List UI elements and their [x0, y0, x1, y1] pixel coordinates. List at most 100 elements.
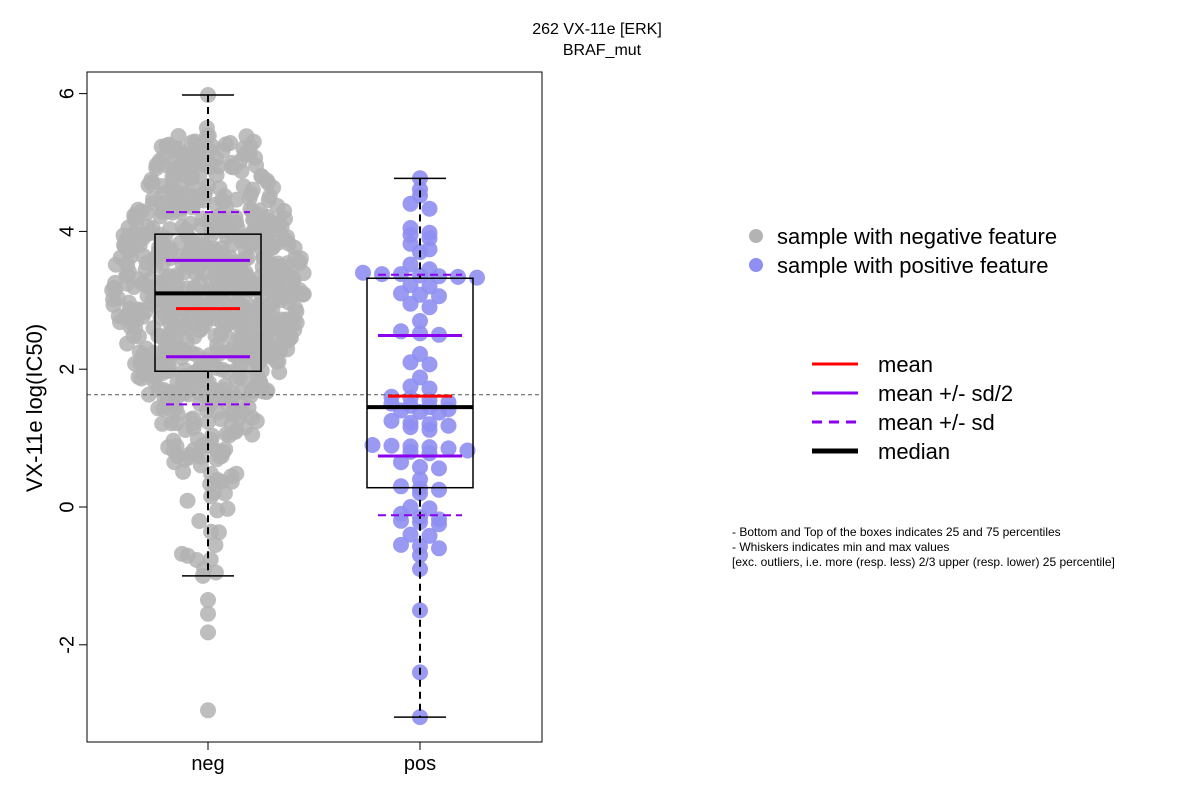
- y-axis-title: VX-11e log(IC50): [22, 324, 47, 492]
- pos-sample-point: [431, 481, 447, 498]
- chart-title-line1: 262 VX-11e [ERK]: [532, 21, 662, 38]
- pos-sample-point: [412, 313, 428, 329]
- neg-sample-point: [262, 219, 279, 235]
- neg-sample-point: [242, 201, 259, 218]
- neg-sample-point: [223, 468, 240, 485]
- neg-sample-point: [183, 240, 200, 257]
- neg-sample-point: [223, 224, 240, 240]
- pos-sample-point: [412, 325, 428, 342]
- neg-sample-point: [140, 177, 157, 194]
- neg-sample-point: [198, 120, 215, 136]
- pos-sample-point: [355, 264, 371, 281]
- pos-sample-point: [421, 299, 438, 316]
- pos-sample-point: [412, 514, 428, 531]
- neg-sample-point: [179, 492, 196, 509]
- pos-sample-point: [383, 412, 400, 429]
- neg-sample-point: [176, 264, 193, 281]
- neg-iqr-box: [154, 233, 262, 373]
- neg-sample-point: [250, 312, 267, 329]
- neg-sample-point: [196, 561, 213, 577]
- pos-sample-point: [421, 356, 438, 373]
- neg-sample-point: [211, 180, 228, 196]
- neg-sample-point: [161, 221, 178, 238]
- neg-sample-point: [217, 377, 234, 394]
- neg-sample-point: [125, 327, 142, 344]
- neg-sample-point: [154, 415, 171, 432]
- neg-sample-point: [223, 415, 240, 432]
- neg-sample-point: [244, 181, 261, 198]
- pos-sample-point: [431, 288, 447, 305]
- neg-sample-point: [171, 188, 188, 205]
- neg-sample-point: [161, 240, 178, 257]
- pos-sample-point: [364, 437, 381, 453]
- neg-sample-point: [295, 286, 312, 303]
- legend-point-marker: [749, 258, 763, 272]
- notes: - Bottom and Top of the boxes indicates …: [732, 525, 1115, 569]
- pos-sample-point: [393, 512, 409, 529]
- pos-sample-point: [393, 454, 409, 471]
- pos-sample-point: [450, 268, 466, 285]
- neg-sample-point: [177, 362, 193, 379]
- neg-sample-point: [105, 297, 122, 313]
- legend-line-label: mean +/- sd/2: [878, 381, 1013, 406]
- pos-sample-point: [402, 419, 419, 436]
- pos-sample-point: [393, 536, 409, 553]
- legend-point-label: sample with negative feature: [777, 224, 1057, 249]
- legend-line-label: median: [878, 439, 950, 464]
- neg-sample-point: [278, 311, 295, 328]
- points-layer: [104, 87, 485, 726]
- neg-sample-point: [107, 256, 124, 273]
- pos-sample-point: [421, 527, 438, 544]
- neg-sample-point: [242, 345, 258, 362]
- legend-point-marker: [749, 229, 763, 243]
- neg-sample-point: [174, 545, 190, 562]
- neg-sample-point: [203, 488, 220, 505]
- plot-frame: [86, 71, 543, 743]
- y-tick-label: 2: [56, 364, 78, 375]
- neg-sample-point: [244, 426, 261, 443]
- neg-sample-point: [188, 265, 205, 282]
- neg-sample-point: [241, 146, 258, 163]
- neg-sample-point: [169, 277, 186, 294]
- pos-sample-point: [421, 380, 438, 397]
- neg-sample-point: [135, 248, 152, 264]
- pos-sample-point: [431, 540, 447, 557]
- neg-sample-point: [200, 605, 216, 622]
- pos-sample-point: [440, 440, 457, 457]
- pos-sample-point: [412, 547, 428, 564]
- neg-sample-point: [216, 485, 233, 502]
- neg-sample-point: [253, 168, 270, 184]
- neg-sample-point: [225, 159, 242, 176]
- neg-sample-point: [203, 465, 220, 482]
- neg-sample-point: [195, 437, 212, 454]
- neg-sample-point: [198, 360, 215, 377]
- pos-sample-point: [383, 437, 400, 454]
- legend-point-label: sample with positive feature: [777, 253, 1048, 278]
- neg-sample-point: [194, 210, 211, 227]
- neg-sample-point: [208, 167, 225, 183]
- neg-sample-point: [185, 419, 202, 436]
- neg-sample-point: [125, 279, 142, 295]
- y-tick-label: 4: [56, 226, 78, 237]
- neg-sample-point: [203, 523, 219, 540]
- pos-sample-point: [459, 442, 476, 459]
- neg-sample-point: [140, 386, 157, 403]
- neg-sample-point: [183, 134, 200, 151]
- neg-sample-point: [181, 449, 198, 466]
- neg-sample-point: [255, 332, 271, 349]
- neg-sample-point: [217, 136, 234, 153]
- pos-sample-point: [431, 516, 447, 533]
- pos-sample-point: [431, 460, 447, 477]
- neg-sample-point: [152, 309, 169, 326]
- x-tick-label-pos: pos: [404, 753, 436, 775]
- neg-sample-point: [169, 406, 186, 422]
- pos-sample-point: [421, 445, 438, 462]
- pos-sample-point: [431, 268, 447, 285]
- legend: sample with negative feature sample with …: [749, 224, 1057, 464]
- neg-sample-point: [150, 400, 167, 417]
- neg-sample-point: [280, 235, 297, 252]
- neg-sample-point: [174, 381, 191, 398]
- legend-line-label: mean +/- sd: [878, 410, 995, 435]
- neg-sample-point: [126, 309, 143, 326]
- neg-sample-point: [255, 236, 272, 252]
